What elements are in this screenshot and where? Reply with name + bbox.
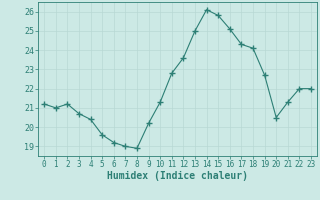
X-axis label: Humidex (Indice chaleur): Humidex (Indice chaleur) <box>107 171 248 181</box>
